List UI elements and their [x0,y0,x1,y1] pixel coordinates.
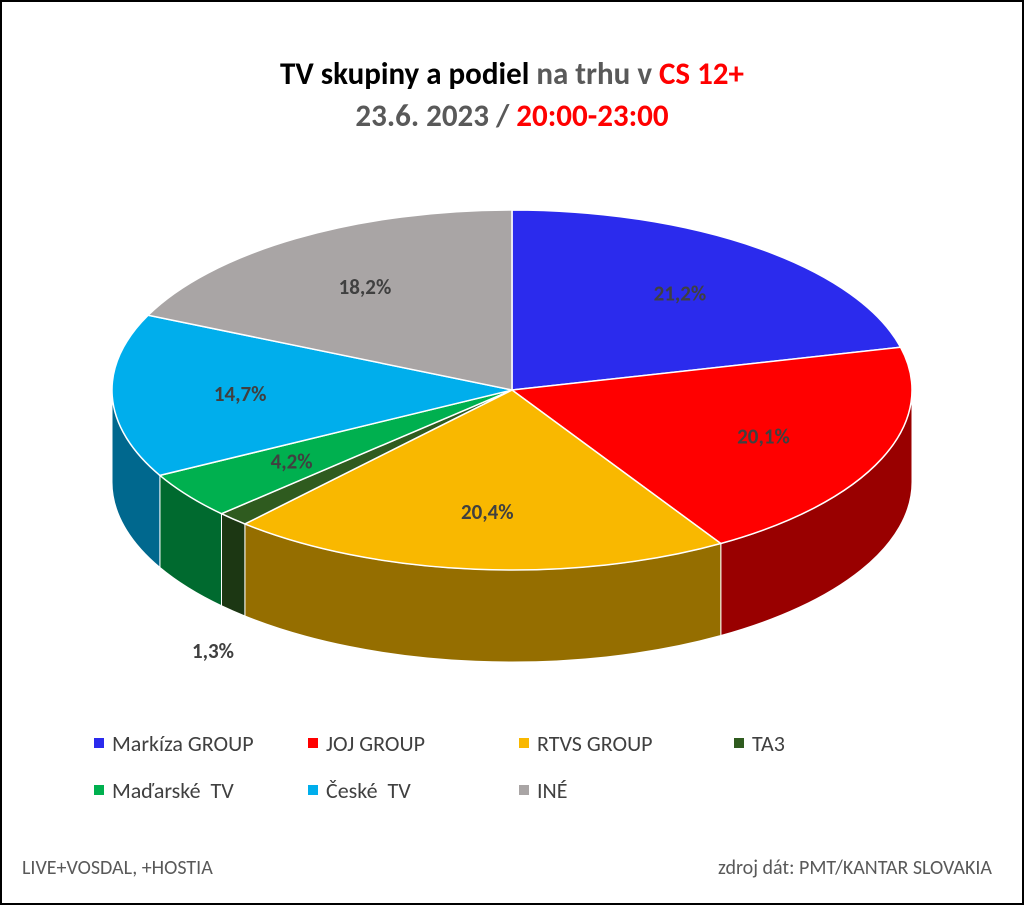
legend-label: JOJ GROUP [326,730,425,757]
chart-title: TV skupiny a podiel na trhu v CS 12+ [280,55,744,93]
footer-left: LIVE+VOSDAL, +HOSTIA [22,856,213,880]
chart-title: 23.6. 2023 / 20:00-23:00 [355,97,668,135]
value-label: 1,3% [192,638,234,664]
legend-label: RTVS GROUP [537,730,653,757]
legend-label: Maďarské TV [112,777,234,804]
slice-side [220,512,246,617]
footer-right: zdroj dát: PMT/KANTAR SLOVAKIA [718,856,992,880]
legend-label: TA3 [752,730,785,757]
legend-marker [94,738,104,748]
title-part: TV skupiny a podiel [280,55,529,93]
legend-label: INÉ [537,777,568,804]
title-part: 23.6. 2023 / [355,97,516,135]
legend-label: Markíza GROUP [112,730,254,757]
title-part: na trhu v [529,55,659,93]
slice [111,314,513,477]
title-part: 20:00-23:00 [516,97,669,135]
title-part: CS 12+ [659,55,744,93]
value-label: 4,2% [271,449,313,475]
legend-marker [308,738,318,748]
legend-marker [519,785,529,795]
legend-marker [519,738,529,748]
slice [243,389,723,571]
legend-marker [734,738,744,748]
legend-marker [308,785,318,795]
slice [146,209,513,391]
value-label: 20,4% [461,499,514,525]
legend-marker [94,785,104,795]
value-label: 21,2% [654,281,707,307]
slice [510,346,913,545]
value-label: 20,1% [737,424,790,450]
slice [511,209,902,391]
value-label: 18,2% [339,274,392,300]
value-label: 14,7% [214,381,267,407]
legend-label: České TV [326,777,411,804]
